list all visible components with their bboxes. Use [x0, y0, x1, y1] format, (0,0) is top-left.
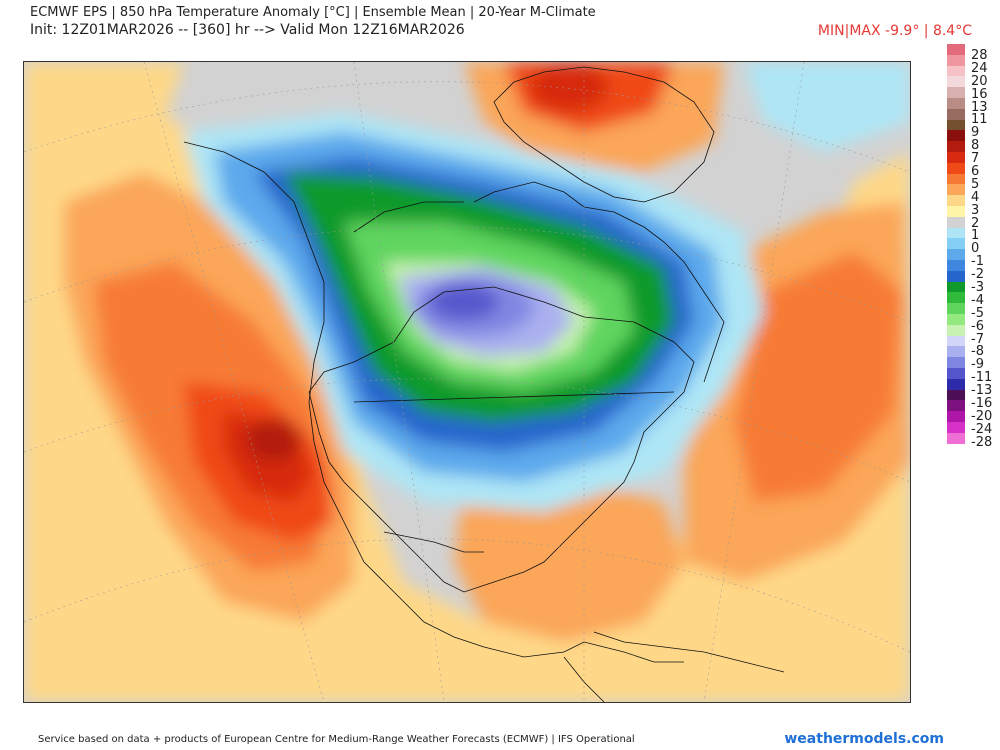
- legend-swatch: [947, 173, 965, 185]
- legend-label: 16: [971, 86, 988, 102]
- legend-swatch: [947, 54, 965, 66]
- legend-swatch: [947, 335, 965, 347]
- legend-label: -1: [971, 254, 984, 270]
- legend-label: 0: [971, 241, 980, 257]
- legend-swatch: [947, 314, 965, 325]
- legend-label: -5: [971, 305, 984, 321]
- anomaly-map-canvas: [24, 62, 910, 702]
- anomaly-map: [23, 61, 911, 703]
- legend-label: -4: [971, 292, 984, 308]
- legend-swatch: [947, 216, 965, 228]
- graticule: [24, 62, 910, 702]
- legend-label: 5: [971, 176, 980, 192]
- legend-label: 20: [971, 73, 988, 89]
- legend-swatch: [947, 108, 965, 120]
- legend-swatch: [947, 87, 965, 99]
- legend-swatch: [947, 227, 965, 239]
- legend-label: 24: [971, 60, 988, 76]
- legend-swatch: [947, 162, 965, 174]
- legend-label: 4: [971, 189, 980, 205]
- legend-label: -2: [971, 267, 984, 283]
- legend-swatch: [947, 44, 965, 55]
- legend-swatch: [947, 98, 965, 109]
- legend-label: -20: [971, 408, 993, 424]
- legend-swatch: [947, 195, 965, 207]
- legend-swatch: [947, 368, 965, 379]
- legend-swatch: [947, 281, 965, 293]
- legend-label: 3: [971, 202, 980, 218]
- legend-label: -3: [971, 280, 984, 296]
- legend-label: 7: [971, 151, 980, 167]
- coastlines: [183, 66, 785, 702]
- legend-label: -24: [971, 421, 993, 437]
- legend-label: -13: [971, 383, 993, 399]
- legend-swatch: [947, 141, 965, 153]
- legend-label: 28: [971, 48, 988, 63]
- legend-swatch: [947, 400, 965, 412]
- legend-label: 13: [971, 99, 988, 115]
- legend-swatch: [947, 76, 965, 88]
- legend-label: 6: [971, 164, 980, 179]
- init-valid-time: Init: 12Z01MAR2026 -- [360] hr --> Valid…: [30, 22, 465, 38]
- legend-label: 9: [971, 125, 980, 141]
- data-source-note: Service based on data + products of Euro…: [38, 734, 635, 745]
- map-title: ECMWF EPS | 850 hPa Temperature Anomaly …: [30, 5, 596, 20]
- legend-swatch: [947, 303, 965, 315]
- legend-swatch: [947, 238, 965, 250]
- legend-label: 11: [971, 112, 988, 128]
- legend-label: 1: [971, 228, 980, 244]
- legend-label: -7: [971, 331, 984, 347]
- legend-swatch: [947, 249, 965, 261]
- legend-swatch: [947, 206, 965, 217]
- legend-label: -6: [971, 318, 984, 334]
- legend-swatch: [947, 119, 965, 131]
- legend-swatch: [947, 432, 965, 444]
- legend-swatch: [947, 411, 965, 423]
- legend-label: 8: [971, 138, 980, 154]
- legend-swatch: [947, 346, 965, 358]
- legend-swatch: [947, 357, 965, 369]
- legend-swatch: [947, 152, 965, 163]
- legend-swatch: [947, 260, 965, 271]
- legend-label: 2: [971, 215, 980, 231]
- legend-swatch: [947, 292, 965, 304]
- legend-label: -16: [971, 396, 993, 412]
- legend-swatch: [947, 130, 965, 142]
- legend-swatch: [947, 389, 965, 401]
- legend-label: -11: [971, 370, 993, 386]
- legend-swatch: [947, 324, 965, 336]
- legend-swatch: [947, 422, 965, 433]
- legend-label: -28: [971, 434, 993, 450]
- legend-swatch: [947, 184, 965, 196]
- brand-link[interactable]: weathermodels.com: [784, 731, 944, 747]
- min-max-readout: MIN|MAX -9.9° | 8.4°C: [817, 23, 972, 39]
- legend-label: -8: [971, 344, 984, 360]
- legend-swatch: [947, 378, 965, 390]
- legend-label: -9: [971, 357, 984, 373]
- legend-swatch: [947, 65, 965, 77]
- legend-swatch: [947, 270, 965, 282]
